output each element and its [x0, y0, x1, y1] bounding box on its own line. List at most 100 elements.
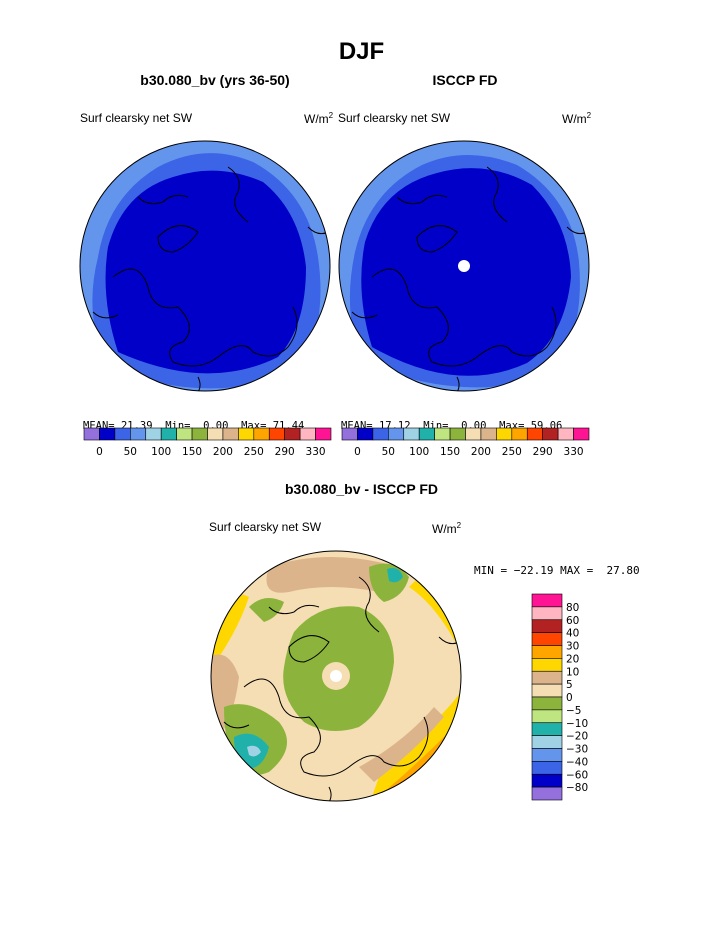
panel2-colorbar-tick-label: 200 [471, 446, 491, 458]
panel3-colorbar-box [531, 709, 563, 724]
panel2-colorbar-tick-label: 250 [502, 446, 522, 458]
panel1-colorbar-tick-label: 200 [213, 446, 233, 458]
panel1-colorbar-box [191, 427, 208, 441]
panel2-colorbar-box [357, 427, 374, 441]
panel3-colorbar-box [531, 786, 563, 801]
panel3-polar-map [210, 550, 462, 802]
panel3-colorbar-box [531, 670, 563, 685]
panel1-units-sup: 2 [328, 111, 334, 120]
panel2-colorbar-box [388, 427, 405, 441]
panel1-variable-label: Surf clearsky net SW [80, 111, 193, 125]
panel3-colorbar-tick-label: 10 [566, 666, 579, 678]
panel3-map-border [210, 550, 462, 802]
panel3-colorbar-box [531, 606, 563, 621]
panel1-polar-map [79, 140, 331, 392]
panel3-colorbar-box [531, 632, 563, 646]
panel3-colorbar-tick-label: 60 [566, 615, 579, 627]
panel2-polar-map [338, 140, 590, 392]
panel3-colorbar-tick-label: −20 [566, 731, 588, 743]
panel3-colorbar-tick-label: 20 [566, 653, 579, 665]
panel3-colorbar-box [531, 658, 563, 672]
panel1-colorbar-tick-label: 290 [275, 446, 295, 458]
panel2-colorbar-box [372, 427, 389, 441]
panel3-colorbar-tick-label: −60 [566, 769, 588, 781]
panel2-title: ISCCP FD [432, 72, 498, 88]
panel3-units-text: W/m [432, 522, 457, 536]
panel3-colorbar-tick-label: 30 [566, 641, 579, 653]
panel1-units-text: W/m [304, 112, 329, 126]
panel2-colorbar: 0 50 100 150 200 250 290 330 [341, 427, 590, 458]
panel2-variable-label: Surf clearsky net SW [338, 111, 451, 125]
panel1-colorbar: 0 50 100 150 200 250 290 330 [83, 427, 332, 458]
panel2-units-text: W/m [562, 112, 587, 126]
panel3-teal-northeast [387, 568, 403, 583]
panel3-colorbar-box [531, 773, 563, 788]
panel1-colorbar-box [207, 427, 224, 441]
panel2-inner-band [361, 168, 571, 376]
panel3-colorbar-tick-label: −10 [566, 718, 588, 730]
diff-title: b30.080_bv - ISCCP FD [284, 481, 439, 497]
panel2-colorbar-box [526, 427, 543, 441]
panel1-colorbar-box [253, 427, 270, 441]
panel1-colorbar-box [268, 427, 285, 441]
panel2-colorbar-box [511, 427, 528, 441]
panel2-colorbar-tick-label: 100 [409, 446, 429, 458]
panel2-colorbar-tick-label: 150 [440, 446, 460, 458]
panel3-colorbar-box [531, 735, 563, 749]
panel2-colorbar-box [480, 427, 497, 441]
panel2-colorbar-box [434, 427, 451, 441]
panel2-colorbar-tick-label: 0 [354, 446, 361, 458]
panel1-units-label: W/m2 [304, 111, 333, 126]
panel2-colorbar-box [557, 427, 574, 441]
panel3-pole-hole [330, 670, 342, 682]
panel1-colorbar-box [99, 427, 116, 441]
panel1-colorbar-box [238, 427, 255, 441]
panel1-colorbar-box [315, 427, 332, 441]
panel1-colorbar-box [114, 427, 131, 441]
panel2-colorbar-tick-label: 290 [533, 446, 553, 458]
panel3-colorbar-tick-label: −80 [566, 782, 588, 794]
panel1-colorbar-box [83, 427, 100, 441]
panel3-colorbar-box [531, 761, 563, 775]
panel3-colorbar-box [531, 619, 563, 633]
panel2-colorbar-box [403, 427, 420, 441]
panel3-coastlines [223, 576, 460, 801]
panel3-colorbar-box [531, 593, 563, 608]
panel1-colorbar-box [299, 427, 316, 441]
panel2-units-sup: 2 [586, 111, 592, 120]
panel3-units-label: W/m2 [432, 521, 461, 536]
panel3-lightblue-patch [247, 745, 261, 757]
panel3-colorbar-tick-label: −30 [566, 744, 588, 756]
panel1-colorbar-tick-label: 100 [151, 446, 171, 458]
panel2-colorbar-box [418, 427, 435, 441]
panel1-colorbar-tick-label: 0 [96, 446, 103, 458]
panel2-colorbar-box [341, 427, 358, 441]
season-title: DJF [338, 38, 385, 65]
panel3-colorbar-tick-label: −40 [566, 756, 588, 768]
panel2-colorbar-box [573, 427, 590, 441]
panel1-colorbar-box [130, 427, 147, 441]
panel1-inner-band [105, 170, 307, 374]
panel3-green-northwest [249, 598, 284, 622]
panel1-colorbar-tick-label: 250 [244, 446, 264, 458]
panel1-colorbar-tick-label: 150 [182, 446, 202, 458]
panel1-colorbar-box [160, 427, 177, 441]
panel3-tan-north [266, 557, 402, 593]
panel1-colorbar-box [284, 427, 301, 441]
panel3-variable-label: Surf clearsky net SW [209, 520, 322, 534]
panel3-colorbar-box [531, 645, 563, 659]
panel3-colorbar-box [531, 683, 563, 698]
panel3-colorbar-tick-label: 5 [566, 679, 573, 691]
panel2-colorbar-box [496, 427, 513, 441]
panel3-colorbar-tick-label: 80 [566, 602, 579, 614]
panel3-colorbar-tick-label: 40 [566, 628, 579, 640]
panel1-colorbar-box [176, 427, 193, 441]
panel3-stats: MIN = −22.19 MAX = 27.80 [474, 564, 640, 577]
panel1-map-border [79, 140, 331, 392]
panel1-colorbar-box [145, 427, 162, 441]
panel2-units-label: W/m2 [562, 111, 591, 126]
panel3-colorbar-box [531, 696, 563, 711]
panel1-title: b30.080_bv (yrs 36-50) [140, 72, 290, 88]
panel2-colorbar-box [465, 427, 482, 441]
panel3-colorbar-box [531, 748, 563, 762]
